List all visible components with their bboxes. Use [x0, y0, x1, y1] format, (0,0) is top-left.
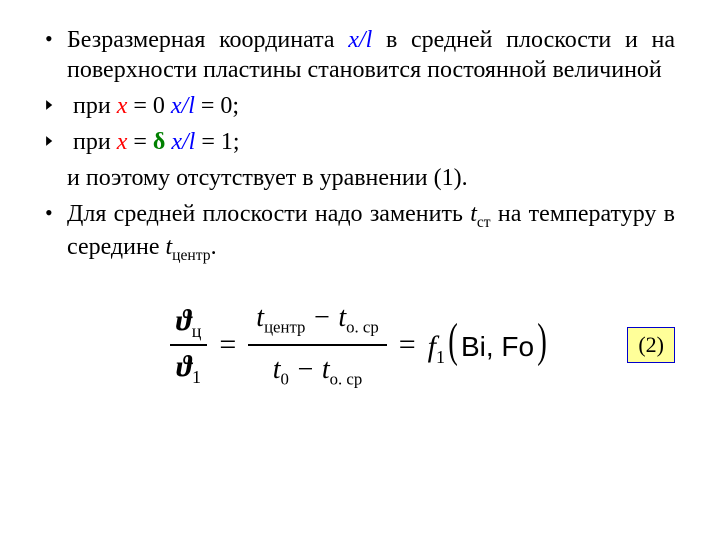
mid-num-a-sub: центр — [264, 317, 305, 336]
sub-arrow-1: 🢒 — [45, 91, 73, 121]
mid-den-a: t — [273, 354, 281, 385]
mid-num-b-sub: о. ср — [346, 317, 379, 336]
s1-pre: при — [73, 93, 117, 119]
mid-den-minus: − — [289, 354, 322, 385]
s2-mid: = — [127, 129, 153, 155]
bullet-1-text: Безразмерная координата x/l в средней пл… — [67, 25, 675, 85]
theta-den: ϑ — [176, 350, 192, 383]
s2-xl: x/l — [171, 129, 195, 155]
rparen: ) — [537, 322, 547, 360]
fn: f — [428, 330, 436, 363]
b2-t1sub: ст — [477, 214, 491, 231]
line-absent: и поэтому отсутствует в уравнении (1). — [67, 163, 675, 193]
sub-2: 🢒 при x = δ x/l = 1; — [45, 127, 675, 157]
equation-number: (2) — [627, 327, 675, 363]
theta-den-sub: 1 — [192, 367, 201, 387]
fn-args: Bi, Fo — [461, 331, 534, 362]
s2-pre: при — [73, 129, 117, 155]
s2-post: = 1; — [195, 129, 239, 155]
bullet-2: • Для средней плоскости надо заменить tс… — [45, 199, 675, 266]
mid-den-b: t — [322, 354, 330, 385]
theta-num-sub: ц — [192, 321, 202, 341]
s1-xl: x/l — [171, 93, 195, 119]
mid-num-minus: − — [305, 302, 338, 333]
sub-1-text: при x = 0 x/l = 0; — [73, 91, 675, 121]
frac-left: ϑц ϑ1 — [170, 300, 207, 391]
mid-num-b: t — [338, 302, 346, 333]
fn-group: f1(Bi, Fo) — [428, 322, 550, 369]
sub-1: 🢒 при x = 0 x/l = 0; — [45, 91, 675, 121]
frac-mid: tцентр − tо. ср t0 − tо. ср — [248, 294, 386, 397]
mid-den-b-sub: о. ср — [330, 370, 363, 389]
lparen: ( — [448, 322, 458, 360]
s1-post: = 0; — [195, 93, 239, 119]
s2-delta: δ — [153, 129, 165, 155]
sub-2-text: при x = δ x/l = 1; — [73, 127, 675, 157]
b1-pre: Безразмерная координата — [67, 27, 348, 53]
b2-t2sub: центр — [172, 247, 210, 264]
sub-arrow-2: 🢒 — [45, 127, 73, 157]
eq1: = — [219, 326, 236, 364]
s1-x: x — [117, 93, 128, 119]
bullet-dot: • — [45, 25, 67, 85]
b2-t1: t — [470, 201, 477, 227]
s1-mid: = 0 — [127, 93, 171, 119]
formula-row: ϑц ϑ1 = tцентр − tо. ср t0 − tо. ср = f1… — [45, 294, 675, 397]
slide-body: • Безразмерная координата x/l в средней … — [0, 0, 720, 540]
fn-sub: 1 — [436, 347, 445, 367]
b2-post: . — [211, 234, 217, 260]
mid-den-a-sub: 0 — [281, 370, 289, 389]
bullet-dot-2: • — [45, 199, 67, 266]
eq2: = — [399, 326, 416, 364]
mid-num-a: t — [256, 302, 264, 333]
theta-num: ϑ — [176, 304, 192, 337]
b1-xl: x/l — [348, 27, 372, 53]
bullet-2-text: Для средней плоскости надо заменить tст … — [67, 199, 675, 266]
bullet-1: • Безразмерная координата x/l в средней … — [45, 25, 675, 85]
formula: ϑц ϑ1 = tцентр − tо. ср t0 − tо. ср = f1… — [170, 294, 550, 397]
s2-x: x — [117, 129, 128, 155]
b2-pre: Для средней плоскости надо заменить — [67, 201, 470, 227]
